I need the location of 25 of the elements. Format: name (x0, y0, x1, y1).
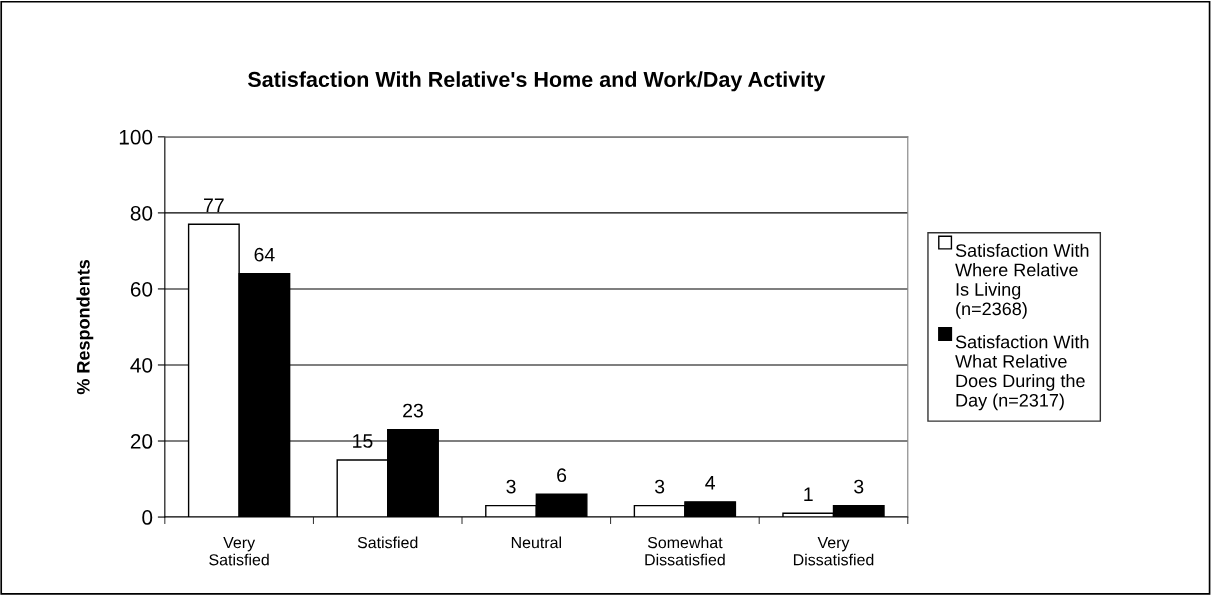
legend-label: Satisfaction With What Relative Does During the Day (n=2317) (955, 335, 1089, 411)
x-tick-label: Very Satisfied (209, 537, 269, 566)
y-tick-label: 20 (130, 434, 153, 449)
x-tick-label: Neutral (511, 536, 561, 549)
data-label: 23 (403, 403, 423, 418)
data-label: 6 (557, 468, 567, 483)
y-tick-label: 100 (119, 129, 153, 145)
data-label: 4 (705, 476, 715, 490)
data-label: 1 (804, 487, 813, 501)
data-label: 3 (654, 479, 665, 494)
data-label: 3 (506, 479, 516, 494)
y-tick-label: 0 (142, 510, 153, 525)
x-tick-label: Very Dissatisfied (793, 537, 874, 566)
data-label: 77 (204, 198, 224, 212)
y-tick-label: 40 (130, 357, 153, 373)
y-tick-label: 60 (130, 281, 153, 297)
legend-label: Satisfaction With Where Relative Is Living (n=2368) (955, 243, 1089, 319)
data-label: 64 (254, 247, 275, 262)
y-tick-label: 80 (130, 205, 153, 221)
data-label: 15 (353, 434, 373, 448)
x-tick-label: Somewhat Dissatisfied (645, 536, 725, 566)
x-tick-label: Satisfied (357, 536, 418, 549)
data-label: 3 (854, 479, 864, 494)
y-axis-title: % Respondents (76, 259, 94, 395)
chart-title: Satisfaction With Relative's Home and Work/Day Activity (247, 71, 826, 92)
